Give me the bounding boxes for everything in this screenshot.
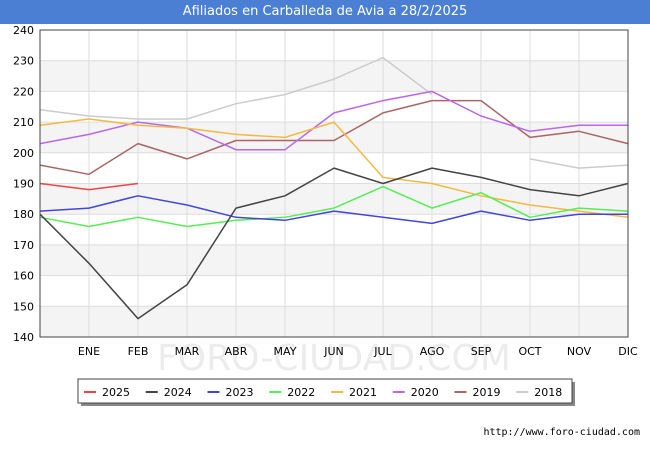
- y-tick-label: 230: [13, 55, 34, 68]
- y-tick-label: 150: [13, 300, 34, 313]
- x-tick-label: SEP: [471, 345, 492, 358]
- chart-title: Afiliados en Carballeda de Avia a 28/2/2…: [0, 0, 650, 24]
- series-line-2023: [39, 195, 628, 225]
- series-line-2020: [39, 90, 628, 151]
- y-tick-label: 210: [13, 116, 34, 129]
- legend-box: [77, 378, 573, 404]
- footer-url[interactable]: http://www.foro-ciudad.com: [483, 427, 640, 438]
- y-tick-label: 180: [13, 208, 34, 221]
- x-tick-label: ABR: [225, 345, 248, 358]
- x-tick-label: JUL: [373, 345, 392, 358]
- x-tick-label: FEB: [128, 345, 149, 358]
- x-tick-label: MAR: [175, 345, 200, 358]
- x-tick-label: OCT: [518, 345, 541, 358]
- x-tick-label: ENE: [78, 345, 100, 358]
- series-line-2019: [39, 99, 629, 176]
- legend-label: 2022: [287, 386, 315, 399]
- series-line-2024: [39, 167, 629, 320]
- legend-label: 2021: [349, 386, 377, 399]
- series-line-2025: [39, 182, 139, 191]
- y-tick-label: 140: [13, 331, 34, 344]
- series-line-2021: [39, 118, 629, 219]
- watermark-text: FORO-CIUDAD.COM: [157, 338, 511, 379]
- y-tick-label: 200: [13, 147, 34, 160]
- legend-label: 2025: [102, 386, 130, 399]
- x-axis-ticks: ENE FEB MAR ABR MAY JUN JUL AGO SEP OCT NOV DIC: [78, 345, 638, 358]
- x-tick-label: NOV: [567, 345, 592, 358]
- series-line-2022: [39, 185, 629, 228]
- y-tick-label: 240: [13, 24, 34, 37]
- plot-frame: [39, 29, 629, 338]
- legend-label: 2023: [226, 386, 254, 399]
- x-tick-label: DIC: [618, 345, 638, 358]
- legend: 2025 2024 2023 2022 2021 2020 2019 2018: [77, 378, 575, 406]
- series-lines: [39, 56, 629, 320]
- y-axis-ticks: 140 150 160 170 180 190 200 210 220 230 240: [13, 24, 34, 344]
- legend-label: 2020: [411, 386, 439, 399]
- legend-label: 2019: [473, 386, 501, 399]
- series-line-2018: [39, 56, 629, 169]
- legend-label: 2024: [164, 386, 192, 399]
- x-tick-label: AGO: [420, 345, 445, 358]
- y-tick-label: 190: [13, 178, 34, 191]
- x-tick-label: MAY: [274, 345, 297, 358]
- y-tick-label: 170: [13, 239, 34, 252]
- y-tick-label: 220: [13, 85, 34, 98]
- y-tick-label: 160: [13, 270, 34, 283]
- legend-label: 2018: [534, 386, 562, 399]
- x-tick-label: JUN: [323, 345, 344, 358]
- watermark: FORO-CIUDAD.COM: [157, 338, 511, 379]
